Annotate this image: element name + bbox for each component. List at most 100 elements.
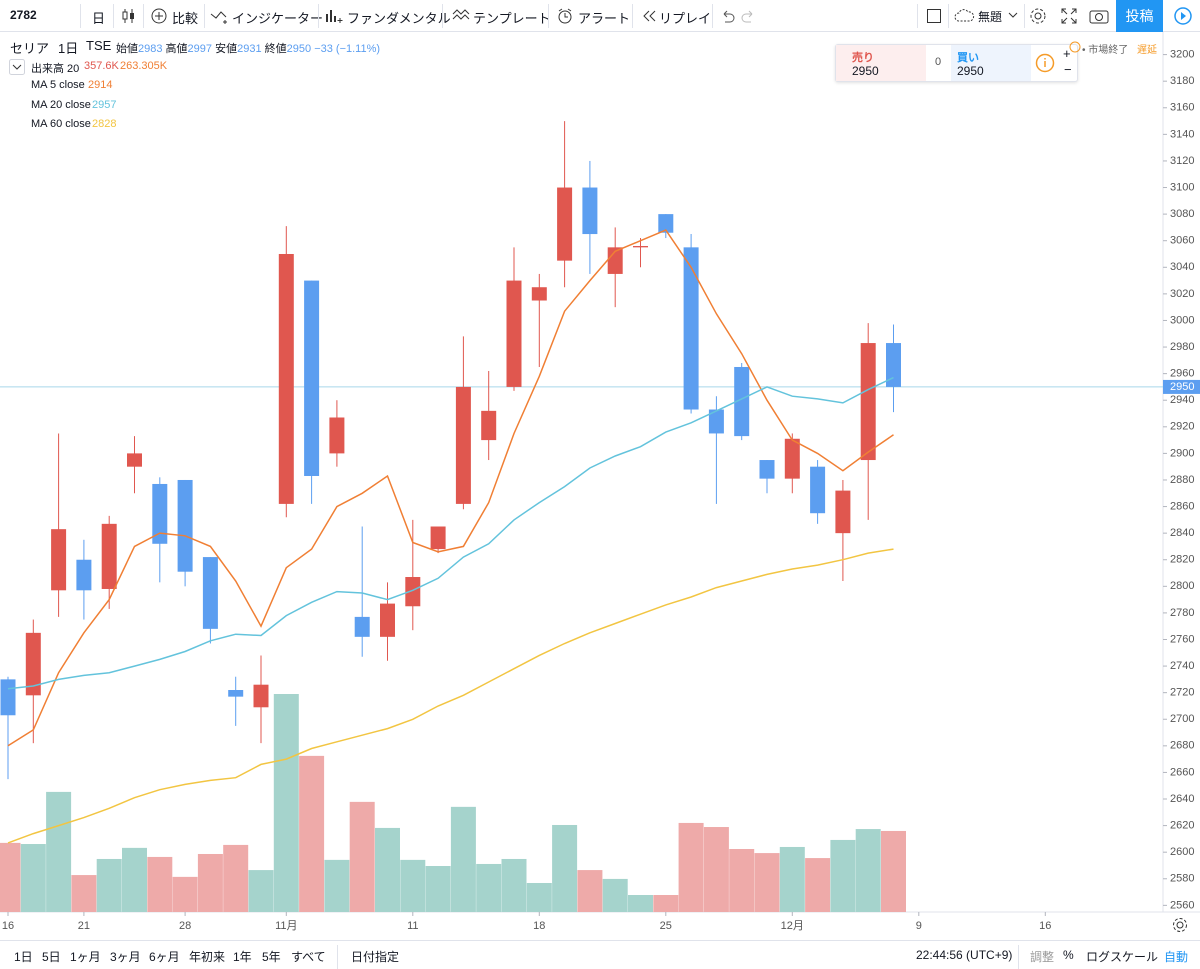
- ohlc: 始値2983 高値2997 安値2931 終値2950 −33 (−1.11%): [116, 40, 380, 56]
- symbol[interactable]: 2782: [10, 8, 37, 22]
- volume-bar: [299, 755, 325, 912]
- x-tick-label: 25: [660, 920, 672, 932]
- y-tick-label: 2680: [1170, 740, 1194, 752]
- alert-button[interactable]: アラート: [578, 11, 631, 26]
- x-tick-label: 16: [1039, 920, 1051, 932]
- layout-icon[interactable]: [926, 8, 942, 24]
- sell-box[interactable]: [836, 45, 926, 81]
- volume-bar: [526, 882, 552, 912]
- y-tick-label: 2620: [1170, 820, 1194, 832]
- range-button[interactable]: 1ヶ月: [70, 950, 101, 964]
- y-tick-label: 3080: [1170, 208, 1194, 220]
- log-button[interactable]: ログスケール: [1086, 950, 1159, 964]
- layout-name[interactable]: 無題: [978, 10, 1003, 24]
- candle-body: [557, 187, 573, 261]
- last-price-label: 2950: [1170, 381, 1194, 393]
- candle-body: [430, 526, 446, 550]
- date-range-button[interactable]: 日付指定: [351, 950, 400, 964]
- volume-bar: [96, 858, 122, 912]
- x-tick-label: 9: [916, 920, 922, 932]
- plus-button[interactable]: +: [1063, 46, 1071, 61]
- range-button[interactable]: 5日: [42, 950, 61, 964]
- chart-style-icon[interactable]: [121, 8, 137, 24]
- minus-button[interactable]: −: [1064, 62, 1072, 77]
- market-status: • 市場終了: [1082, 45, 1129, 56]
- y-tick-label: 2780: [1170, 607, 1194, 619]
- fundamentals-button[interactable]: ファンダメンタル: [347, 11, 451, 26]
- candle-body: [354, 616, 370, 637]
- volume-bar: [754, 853, 780, 912]
- alert-icon: [558, 8, 572, 24]
- candle: [506, 247, 522, 391]
- info-icon[interactable]: [1035, 53, 1055, 73]
- percent-button[interactable]: %: [1063, 948, 1074, 962]
- candle: [101, 515, 117, 609]
- ma-value: 2957: [92, 98, 117, 111]
- volume-bar: [172, 876, 198, 912]
- ma-name: MA 20 close: [31, 98, 91, 111]
- auto-button[interactable]: 自動: [1164, 950, 1189, 964]
- compare-button[interactable]: 比較: [172, 11, 199, 26]
- interval-button[interactable]: 日: [92, 11, 106, 26]
- y-tick-label: 2900: [1170, 447, 1194, 459]
- replay-button[interactable]: リプレイ: [659, 11, 712, 26]
- candle-body: [784, 438, 800, 479]
- range-button[interactable]: すべて: [291, 950, 326, 964]
- candle: [582, 160, 598, 274]
- x-tick-label: 18: [533, 920, 545, 932]
- y-tick-label: 2640: [1170, 793, 1194, 805]
- market-status-text: 市場終了: [1088, 45, 1129, 56]
- fullscreen-icon[interactable]: [1061, 8, 1077, 24]
- buy-box[interactable]: [951, 45, 1031, 81]
- x-tick-label: 11月: [275, 920, 297, 932]
- x-tick-label: 21: [78, 920, 90, 932]
- dropdown-arrow: [1008, 12, 1018, 18]
- range-button[interactable]: 年初来: [189, 950, 226, 964]
- collapse-button[interactable]: [9, 59, 25, 75]
- y-tick-label: 2880: [1170, 474, 1194, 486]
- separator: [917, 4, 918, 28]
- candle: [202, 557, 218, 644]
- candle-body: [886, 343, 901, 387]
- separator: [113, 4, 114, 28]
- y-tick-label: 3120: [1170, 155, 1194, 167]
- candle: [455, 336, 471, 510]
- candle: [734, 362, 750, 441]
- separator: [632, 4, 633, 28]
- play-button[interactable]: [1166, 0, 1200, 32]
- candle: [683, 234, 699, 414]
- indicators-button[interactable]: インジケーター: [232, 11, 324, 26]
- y-tick-label: 3140: [1170, 128, 1194, 140]
- sell-price: 2950: [852, 64, 879, 78]
- range-button[interactable]: 1年: [233, 950, 252, 964]
- axis-settings-icon[interactable]: [1170, 914, 1190, 936]
- buy-label: 買い: [957, 52, 979, 64]
- volume-label: 出来高 20: [31, 63, 80, 75]
- candle: [531, 273, 547, 367]
- volume-bar: [501, 858, 527, 912]
- volume-bar: [729, 849, 755, 912]
- range-button[interactable]: 6ヶ月: [149, 950, 180, 964]
- range-button[interactable]: 1日: [14, 950, 33, 964]
- range-button[interactable]: 3ヶ月: [110, 950, 141, 964]
- quantity: 0: [935, 56, 942, 68]
- y-tick-label: 3180: [1170, 75, 1194, 87]
- settings-icon[interactable]: [1029, 7, 1047, 25]
- x-tick-label: 16: [2, 920, 14, 932]
- candle: [607, 227, 623, 308]
- open-value: 2983: [138, 43, 163, 55]
- adjust-button[interactable]: 調整: [1030, 950, 1055, 964]
- candle-body: [228, 690, 244, 697]
- templates-button[interactable]: テンプレート: [473, 11, 551, 26]
- undo-redo-icons[interactable]: [720, 9, 756, 23]
- x-tick-label: 28: [179, 920, 191, 932]
- y-tick-label: 3000: [1170, 314, 1194, 326]
- publish-button[interactable]: 投稿: [1116, 0, 1163, 32]
- separator: [1024, 4, 1025, 28]
- candle: [25, 619, 41, 744]
- candle: [835, 479, 851, 582]
- snapshot-icon[interactable]: [1089, 8, 1109, 24]
- y-tick-label: 3100: [1170, 181, 1194, 193]
- range-button[interactable]: 5年: [262, 950, 281, 964]
- symbol-name: セリア: [10, 41, 50, 56]
